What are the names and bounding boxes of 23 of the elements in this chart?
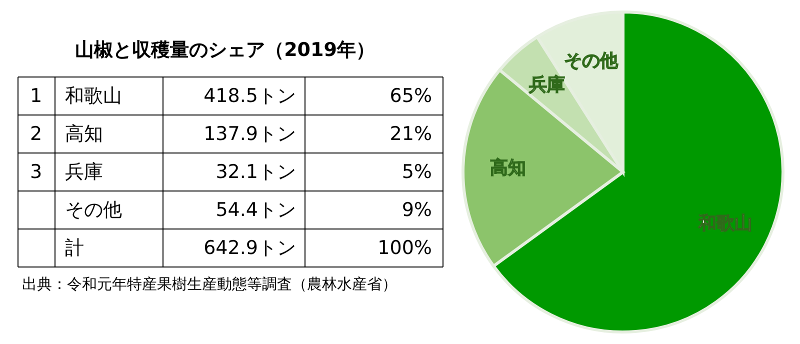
text: 山椒と収穫量のシェア（2019年） [75, 39, 375, 61]
text: 9% [402, 199, 432, 221]
text: 兵庫 [65, 161, 103, 183]
text: その他 [65, 199, 122, 221]
text: 3 [30, 161, 42, 183]
text: 642.9トン [204, 237, 296, 259]
source-note: 出典：令和元年特産果樹生産動態等調査（農林水産省） [22, 275, 397, 293]
text: 418.5トン [204, 85, 296, 107]
text: 100% [378, 237, 432, 259]
text: 137.9トン [204, 123, 296, 145]
text: 1 [30, 85, 42, 107]
text: 32.1トン [216, 161, 296, 183]
text: 21% [390, 123, 432, 145]
text: 計 [65, 237, 84, 259]
slice-label: 高知 [490, 157, 526, 178]
text: 65% [390, 85, 432, 107]
text: 和歌山 [65, 85, 122, 107]
text: 高知 [65, 123, 103, 145]
slice-label: 兵庫 [528, 74, 565, 96]
text: 5% [402, 161, 432, 183]
text: 2 [30, 123, 42, 145]
slice-label: その他 [564, 50, 619, 72]
text: 54.4トン [216, 199, 296, 221]
